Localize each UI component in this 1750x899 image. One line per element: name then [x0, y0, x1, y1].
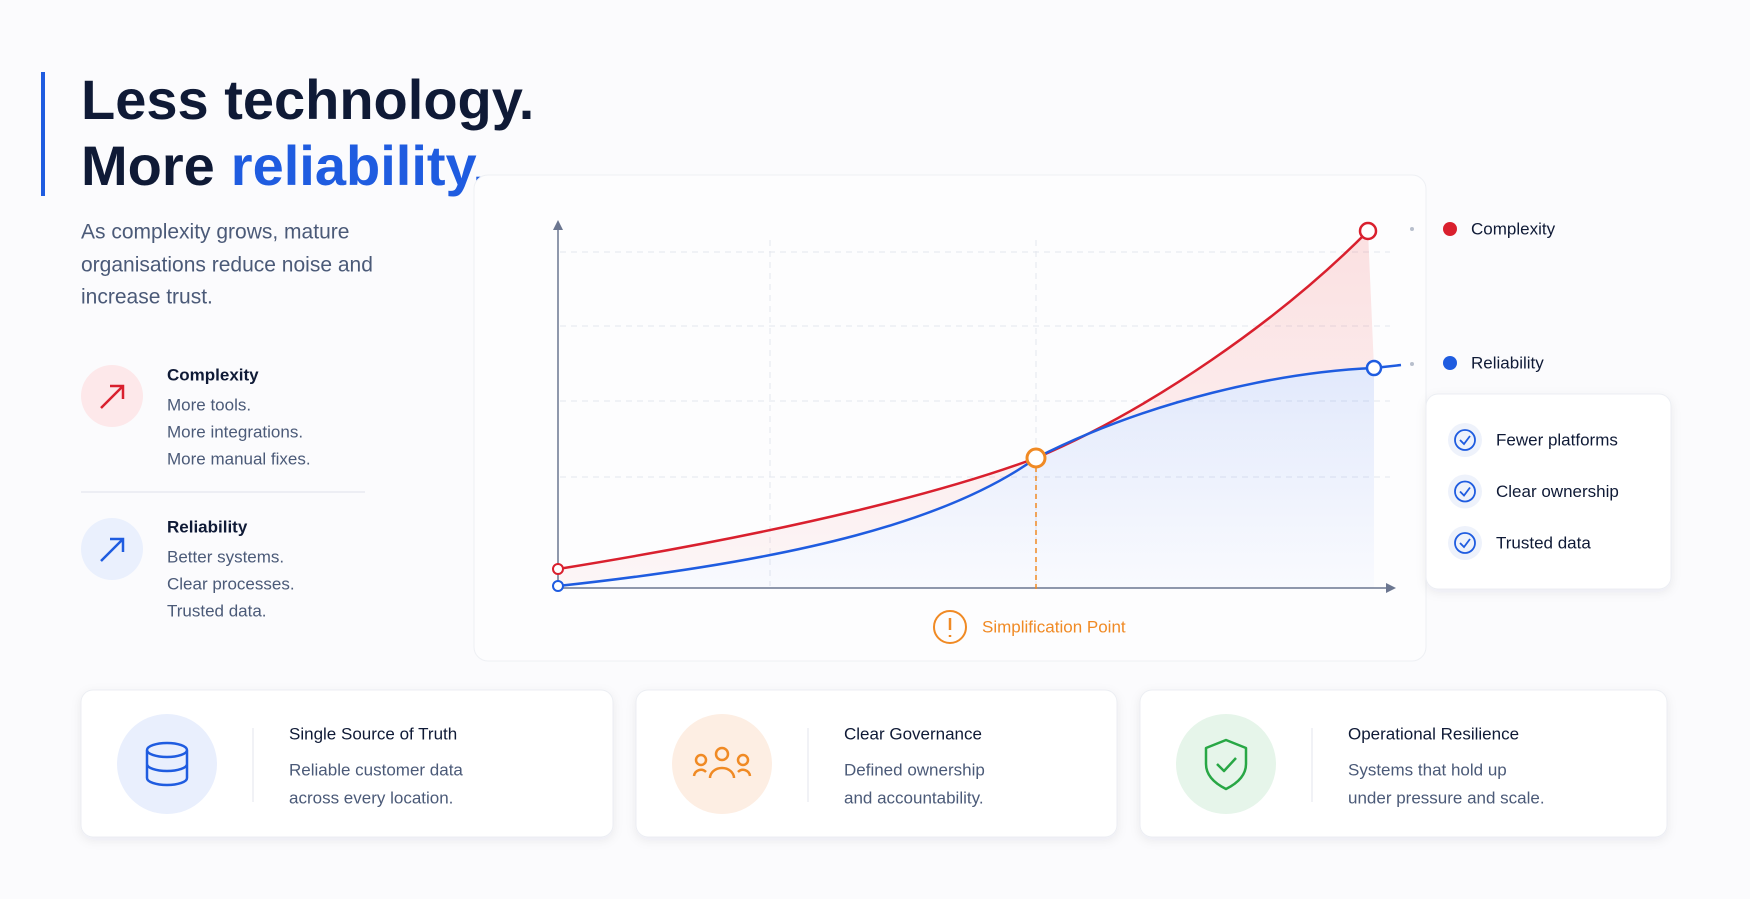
check-ring: [1454, 532, 1476, 554]
title-line2: More reliability.: [81, 134, 488, 197]
title-word: More: [81, 134, 215, 197]
card-icon-bg: [117, 714, 217, 814]
point: [1025, 447, 1047, 469]
item-line: More tools.: [167, 395, 251, 414]
subtitle: organisations reduce noise and: [81, 254, 373, 277]
point: [552, 580, 564, 592]
legend-connector: [1410, 362, 1414, 366]
reliability-area: [558, 368, 1374, 588]
card-icon: [692, 746, 752, 779]
annotation: Simplification Point: [982, 617, 1126, 636]
check-ring: [1454, 480, 1476, 503]
item-heading: Reliability: [167, 517, 248, 536]
card-title: Clear Governance: [844, 724, 982, 743]
feature-card: [80, 689, 614, 838]
check-label: Clear ownership: [1496, 482, 1619, 501]
arrow-icon: [100, 384, 125, 409]
cards: Single Source of Truth Reliable customer …: [80, 689, 1668, 838]
check-bg: [1448, 526, 1482, 560]
point: [552, 563, 564, 575]
item-line: Clear processes.: [167, 574, 295, 593]
point: [1365, 359, 1383, 377]
check-ring: [1454, 429, 1476, 451]
item-line: More manual fixes.: [167, 449, 311, 468]
card-icon-bg: [1176, 714, 1276, 814]
legend-dot: [1443, 356, 1457, 370]
axis-arrow: [553, 220, 563, 230]
card-line: across every location.: [289, 788, 453, 807]
card-title: Single Source of Truth: [289, 724, 457, 743]
card-title: Operational Resilience: [1348, 724, 1519, 743]
item-line: Trusted data.: [167, 601, 267, 620]
title-line1: Less technology.: [81, 68, 534, 131]
card-line: Systems that hold up: [1348, 760, 1507, 779]
check-mark: [1459, 486, 1471, 497]
check-label: Fewer platforms: [1496, 430, 1618, 449]
axis-arrow: [1386, 583, 1396, 593]
arrow-icon: [100, 537, 125, 562]
check-mark: [1459, 538, 1471, 549]
card-line: and accountability.: [844, 788, 984, 807]
check-bg: [1448, 474, 1482, 509]
legend-connector: [1410, 227, 1414, 231]
item-line: Better systems.: [167, 547, 284, 566]
card-line: under pressure and scale.: [1348, 788, 1545, 807]
check-bg: [1448, 423, 1482, 457]
checklist: Fewer platforms Clear ownership Trusted da…: [1448, 423, 1619, 560]
card-icon: [1204, 738, 1248, 791]
legend-label: Reliability: [1471, 353, 1544, 372]
point: [1358, 221, 1378, 241]
card-icon: [145, 741, 189, 787]
legend-label: Complexity: [1471, 219, 1556, 238]
subtitle: As complexity grows, mature: [81, 221, 349, 244]
card-line: Reliable customer data: [289, 760, 463, 779]
subtitle: increase trust.: [81, 286, 213, 309]
card-line: Defined ownership: [844, 760, 985, 779]
annotation-icon: [933, 610, 967, 644]
accent-bar: [41, 72, 45, 196]
item-heading: Complexity: [167, 365, 259, 384]
feature-card: [1139, 689, 1668, 838]
card-icon-bg: [672, 714, 772, 814]
title-highlight: reliability.: [231, 134, 488, 197]
check-label: Trusted data: [1496, 533, 1591, 552]
checklist-card: [1425, 393, 1672, 590]
check-mark: [1459, 435, 1471, 446]
item-line: More integrations.: [167, 422, 303, 441]
legend-dot: [1443, 222, 1457, 236]
